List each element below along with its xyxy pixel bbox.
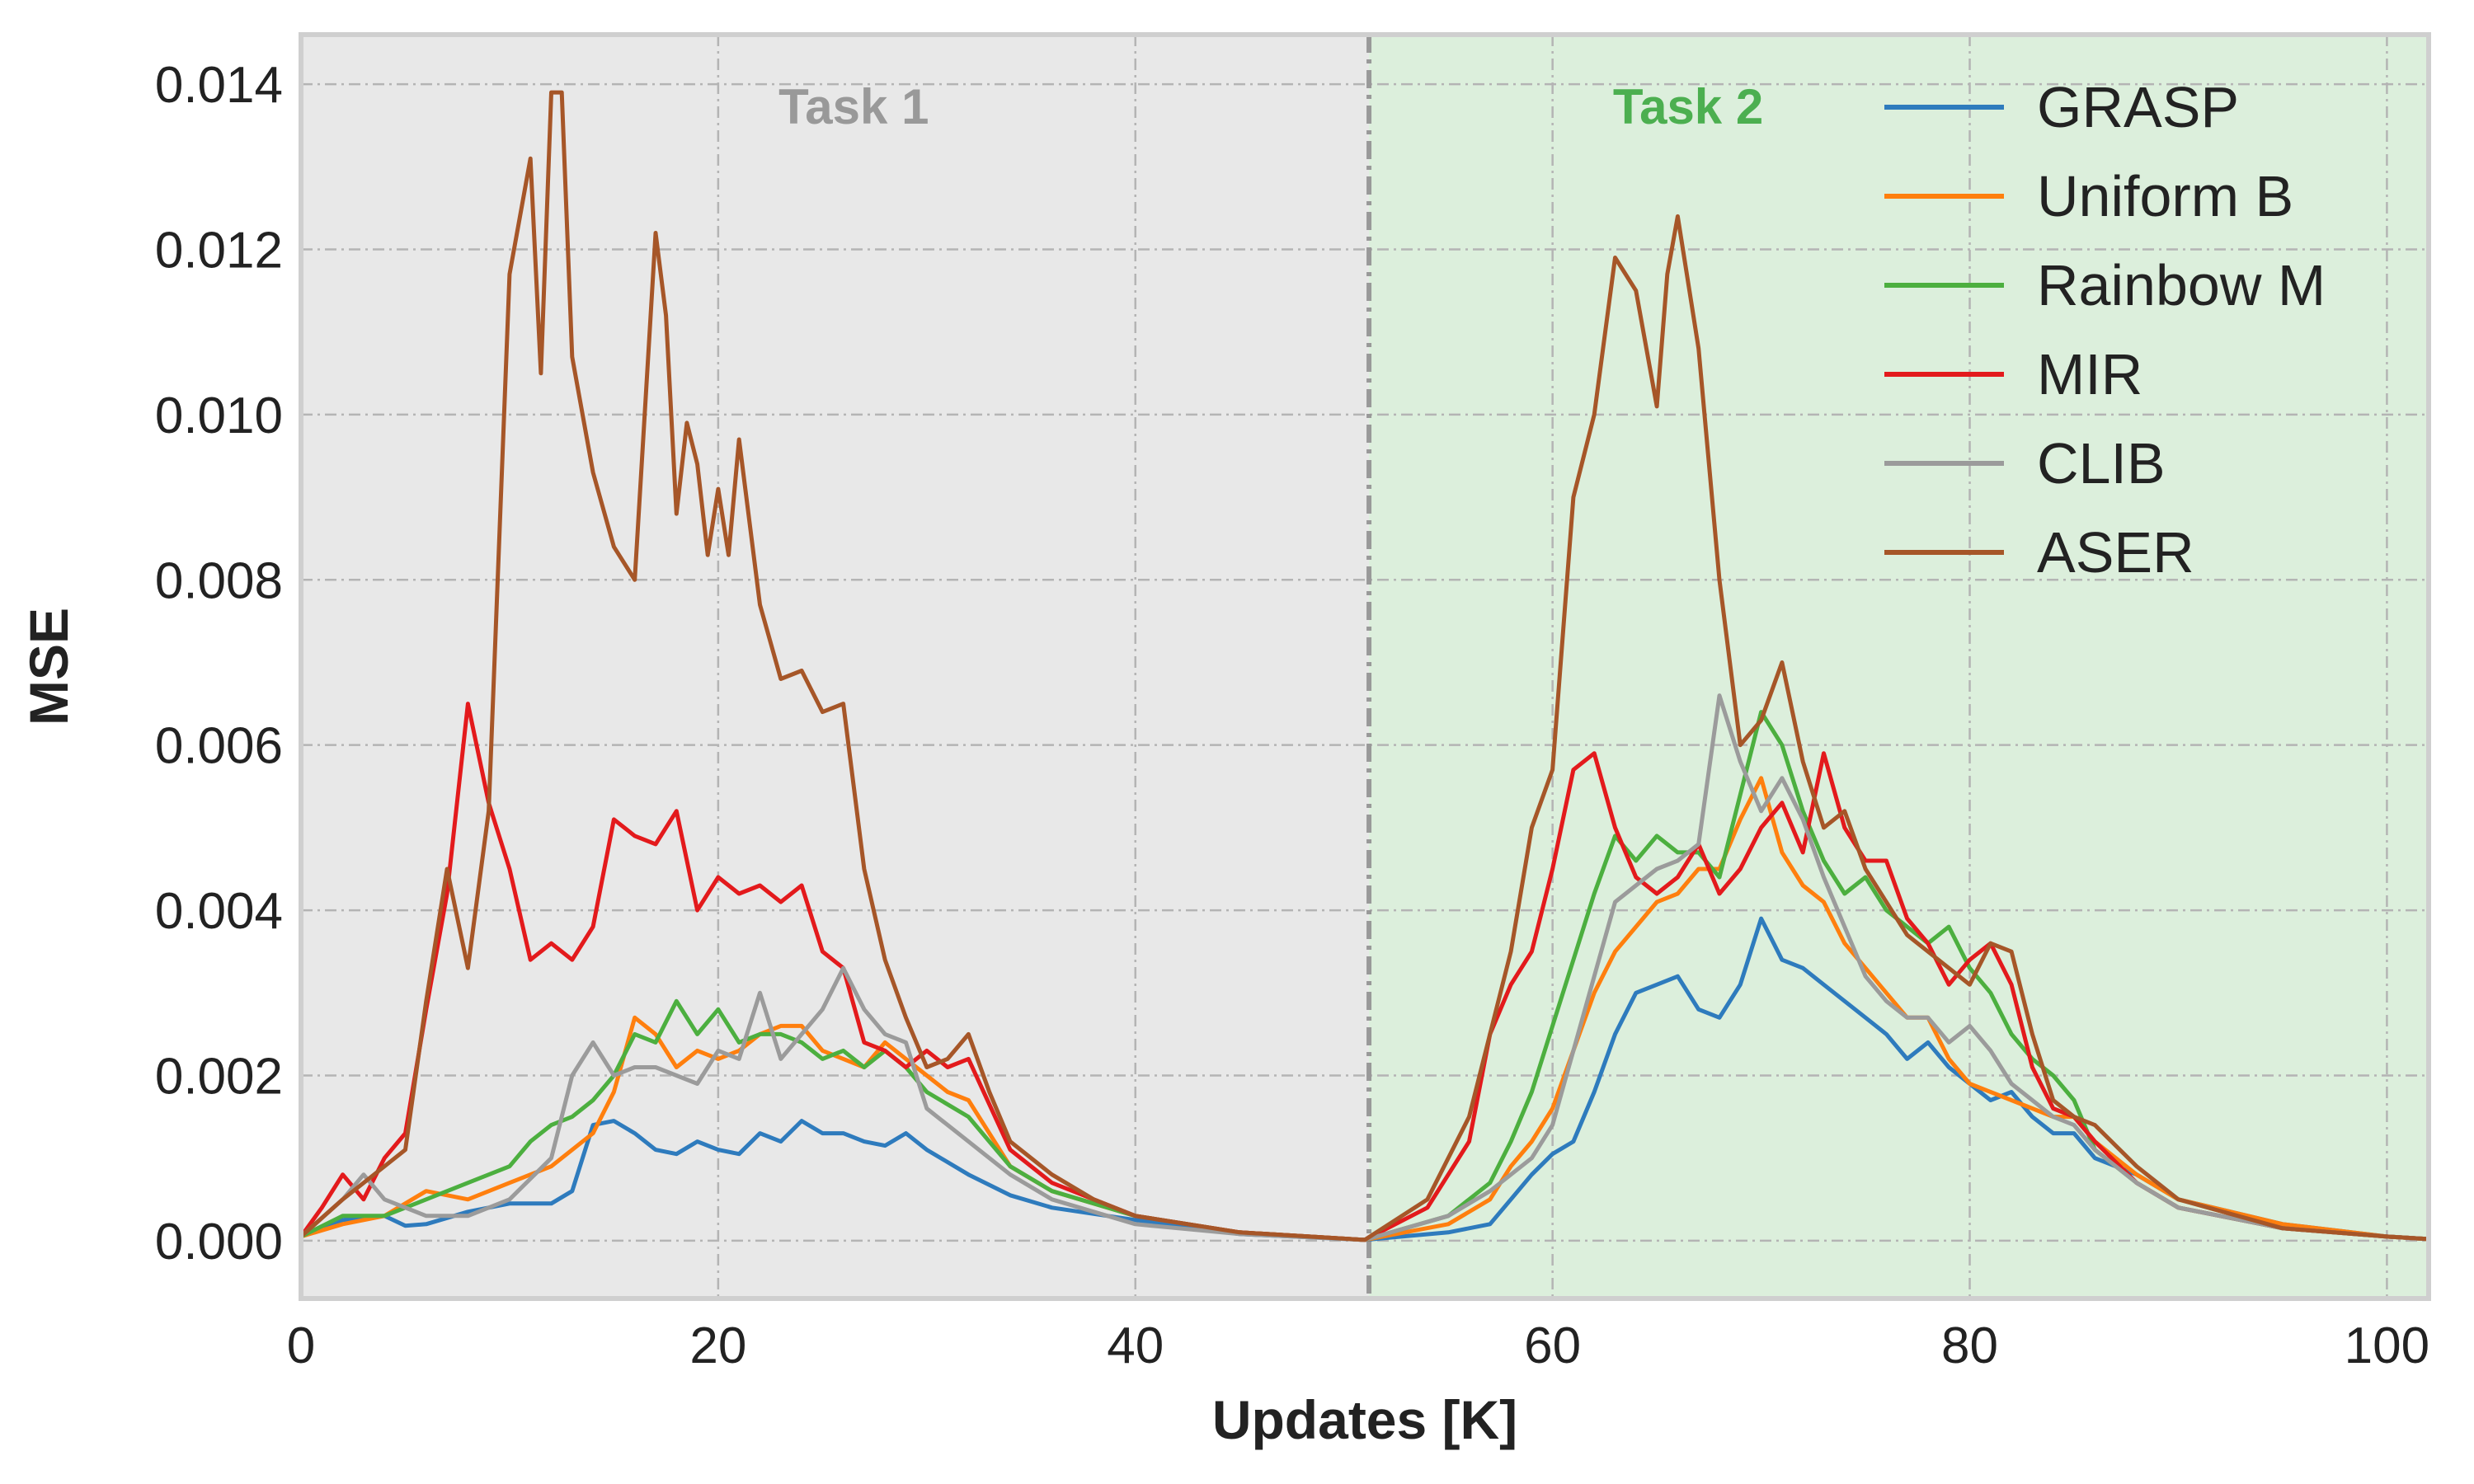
x-tick-label: 100	[2345, 1317, 2429, 1374]
x-tick-label: 80	[1941, 1317, 1998, 1374]
y-tick-label: 0.000	[155, 1214, 283, 1270]
y-tick-label: 0.004	[155, 883, 283, 940]
y-tick-label: 0.002	[155, 1048, 283, 1105]
legend-label-rainbow-m: Rainbow M	[2037, 253, 2326, 317]
series-line-clib	[299, 693, 2431, 1242]
legend-label-aser: ASER	[2037, 520, 2194, 585]
task-regions	[301, 35, 2429, 1298]
task-region-1	[301, 35, 1370, 1298]
x-tick-label: 20	[689, 1317, 746, 1374]
legend-label-grasp: GRASP	[2037, 75, 2239, 139]
legend: GRASP Uniform B Rainbow M MIR CLIB ASER	[1884, 75, 2326, 585]
legend-label-uniform-b: Uniform B	[2037, 164, 2293, 228]
legend-label-clib: CLIB	[2037, 431, 2166, 495]
legend-label-mir: MIR	[2037, 342, 2142, 406]
x-tick-label: 0	[287, 1317, 315, 1374]
task-region-2	[1369, 35, 2429, 1298]
y-tick-labels: 0.000 0.002 0.004 0.006 0.008 0.010 0.012 0.014	[155, 57, 283, 1270]
x-tick-label: 40	[1107, 1317, 1164, 1374]
x-tick-labels: 0 20 40 60 80 100	[287, 1317, 2429, 1374]
x-tick-label: 60	[1524, 1317, 1581, 1374]
task-label-2: Task 2	[1613, 79, 1763, 134]
series-line-aser	[299, 90, 2431, 1242]
plot-frame	[299, 32, 2431, 1301]
y-tick-label: 0.008	[155, 552, 283, 609]
y-axis-title: MSE	[18, 608, 79, 726]
series-line-uniform-b	[299, 776, 2431, 1242]
task-labels: Task 1 Task 2	[778, 79, 1763, 134]
y-tick-label: 0.014	[155, 57, 283, 114]
x-axis-title: Updates [K]	[1212, 1389, 1517, 1450]
task-label-1: Task 1	[778, 79, 929, 134]
y-tick-label: 0.010	[155, 387, 283, 444]
y-tick-label: 0.012	[155, 223, 283, 279]
y-tick-label: 0.006	[155, 718, 283, 775]
series-group	[299, 90, 2431, 1242]
